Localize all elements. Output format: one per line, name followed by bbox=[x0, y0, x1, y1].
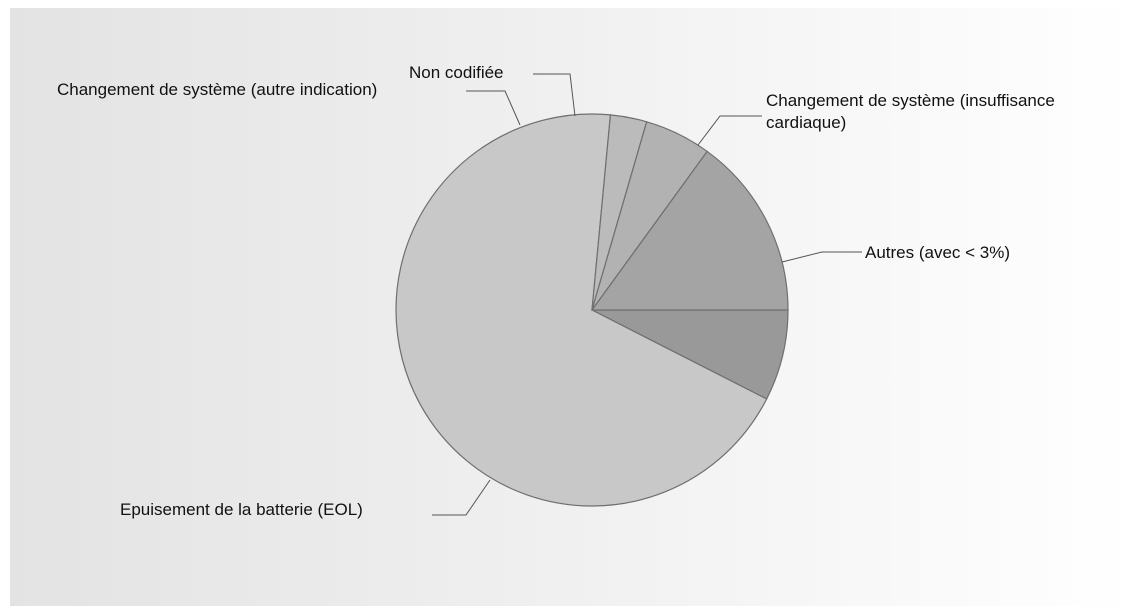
label-epuisement-batterie: Epuisement de la batterie (EOL) bbox=[120, 500, 363, 519]
leader-line-changement-autre-indication bbox=[466, 90, 521, 126]
label-non-codifiee: Non codifiée bbox=[409, 63, 504, 82]
leader-line-autres bbox=[781, 251, 862, 263]
label-changement-insuffisance-cardiaque: Changement de système (insuffisance cardi… bbox=[766, 91, 1055, 132]
label-autres: Autres (avec < 3%) bbox=[865, 243, 1010, 262]
leader-line-non-codifiee bbox=[533, 73, 576, 117]
leader-line-epuisement-batterie bbox=[432, 479, 491, 516]
leader-lines bbox=[432, 73, 862, 516]
leader-line-changement-insuffisance-cardiaque bbox=[697, 115, 762, 146]
pie-slices bbox=[395, 113, 789, 507]
pie-slice-changement-insuffisance-cardiaque bbox=[590, 150, 789, 311]
pie-slice-epuisement-batterie bbox=[395, 113, 768, 507]
label-changement-autre-indication: Changement de système (autre indication) bbox=[57, 80, 377, 99]
